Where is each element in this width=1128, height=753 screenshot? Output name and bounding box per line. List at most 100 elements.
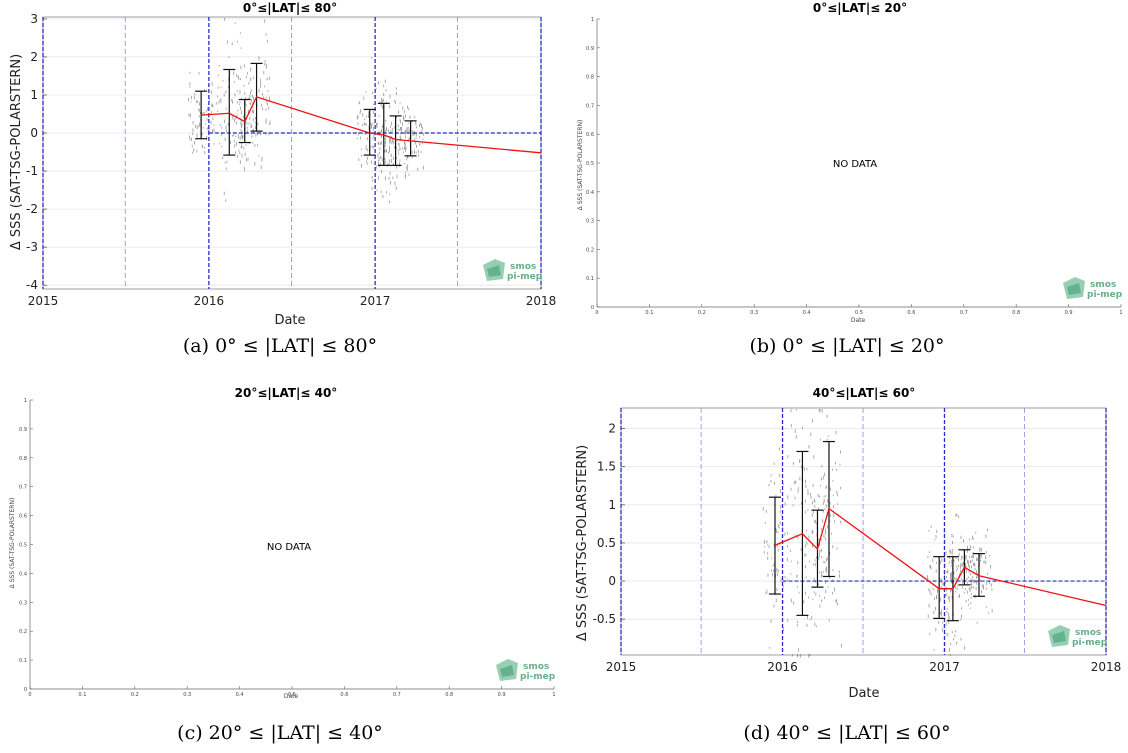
x-tick-label: 0.4 [236, 692, 244, 698]
x-tick-label: 2018 [1091, 660, 1122, 674]
y-tick-label: 0.7 [19, 485, 27, 491]
y-tick-label: 0.4 [586, 190, 594, 196]
x-tick-label: 2015 [28, 294, 59, 308]
logo-text-pimep: pi-mep [520, 672, 556, 682]
scatter-points [188, 18, 424, 204]
x-tick-label: 0.3 [183, 692, 191, 698]
y-tick-label: 2 [30, 50, 38, 64]
y-tick-label: 0 [24, 687, 27, 693]
x-tick-label: 0.8 [445, 692, 453, 698]
y-tick-label: 1.5 [597, 460, 616, 474]
x-tick-label: 0 [595, 310, 598, 316]
x-tick-label: 2017 [929, 660, 960, 674]
y-tick-label: 0 [591, 305, 594, 311]
caption-a: (a) 0° ≤ |LAT| ≤ 80° [182, 335, 378, 357]
error-bar [363, 108, 376, 156]
x-tick-label: 2018 [526, 294, 557, 308]
x-tick-label: 0.2 [698, 310, 706, 316]
logo-text-pimep: pi-mep [507, 272, 543, 282]
y-tick-label: -4 [26, 278, 38, 292]
y-tick-label: 0.5 [19, 543, 27, 549]
x-tick-label: 0.3 [750, 310, 758, 316]
chart-title: 0°≤|LAT|≤ 20° [813, 1, 907, 15]
chart-a: 0°≤|LAT|≤ 80° 2015 2016 2017 2018 -4 -3 -2 -1 0 1… [9, 1, 557, 328]
logo-text-smos: smos [523, 662, 549, 672]
y-tick-label: 0.9 [586, 46, 594, 52]
x-tick-label: 0.6 [340, 692, 348, 698]
caption-b: (b) 0° ≤ |LAT| ≤ 20° [749, 335, 945, 357]
y-tick-label: 0.9 [19, 427, 27, 433]
error-bar [768, 496, 781, 595]
logo-text-smos: smos [510, 262, 536, 272]
y-tick-label: 1 [24, 398, 27, 404]
y-tick-label: -1 [26, 164, 38, 178]
y-axis-label: Δ SSS (SAT-TSG-POLARSTERN) [575, 445, 590, 641]
x-tick-label: 0.2 [131, 692, 139, 698]
y-tick-label: 1 [608, 498, 616, 512]
x-tick-label: 0.1 [645, 310, 653, 316]
y-tick-label: 0.5 [597, 536, 616, 550]
y-tick-label: -2 [26, 202, 38, 216]
chart-title: 20°≤|LAT|≤ 40° [235, 386, 338, 400]
y-axis-label: Δ SSS (SAT-TSG-POLARSTERN) [9, 54, 24, 250]
y-tick-label: 0.3 [586, 219, 594, 225]
x-tick-label: 0.7 [393, 692, 401, 698]
x-tick-label: 1 [552, 692, 555, 698]
y-axis-label: Δ SSS (SAT-TSG-POLARSTERN) [9, 498, 16, 589]
error-bar [404, 120, 417, 157]
error-bar [223, 68, 236, 156]
x-tick-label: 0.7 [960, 310, 968, 316]
y-tick-label: 0.1 [19, 658, 27, 664]
chart-title: 0°≤|LAT|≤ 80° [243, 1, 337, 15]
logo-text-pimep: pi-mep [1072, 638, 1108, 648]
x-tick-label: 2016 [767, 660, 798, 674]
chart-title: 40°≤|LAT|≤ 60° [813, 386, 916, 400]
x-tick-label: 0.9 [1065, 310, 1073, 316]
y-tick-label: 0.3 [19, 600, 27, 606]
y-tick-label: 0.4 [19, 571, 27, 577]
x-tick-label: 0.1 [78, 692, 86, 698]
no-data-label: NO DATA [833, 159, 877, 170]
y-tick-label: 0.2 [586, 247, 594, 253]
caption-d: (d) 40° ≤ |LAT| ≤ 60° [743, 722, 951, 744]
x-axis-label: Date [284, 693, 299, 700]
x-tick-label: 0.5 [855, 310, 863, 316]
y-tick-label: 0.7 [586, 103, 594, 109]
y-tick-label: 0 [30, 126, 38, 140]
x-tick-label: 0.4 [803, 310, 811, 316]
y-tick-label: 0.8 [586, 75, 594, 81]
error-bar [933, 556, 946, 620]
error-bar [389, 115, 402, 166]
x-tick-label: 0.6 [907, 310, 915, 316]
y-tick-label: 0.8 [19, 456, 27, 462]
error-bar [972, 553, 985, 597]
y-tick-label: 0 [608, 574, 616, 588]
x-tick-label: 0.9 [498, 692, 506, 698]
y-tick-label: 1 [591, 17, 594, 23]
logo-text-smos: smos [1090, 280, 1116, 290]
logo-text-pimep: pi-mep [1087, 290, 1123, 300]
logo-text-smos: smos [1075, 628, 1101, 638]
x-tick-label: 0 [28, 692, 31, 698]
y-tick-label: 3 [30, 12, 38, 26]
y-tick-label: 0.1 [586, 276, 594, 282]
x-axis-label: Date [848, 686, 879, 701]
y-tick-label: -0.5 [593, 612, 616, 626]
y-tick-label: -3 [26, 240, 38, 254]
y-tick-label: 2 [608, 422, 616, 436]
series-line [774, 507, 1107, 607]
no-data-label: NO DATA [267, 542, 311, 553]
plot-area [620, 407, 1107, 656]
y-tick-label: 0.2 [19, 629, 27, 635]
y-tick-label: 1 [30, 88, 38, 102]
chart-b: 0°≤|LAT|≤ 20° 0 0.1 0.2 0.3 0.4 0.5 0.6 0.7 0.8 0… [577, 1, 1123, 324]
x-tick-label: 0.8 [1012, 310, 1020, 316]
chart-d: 40°≤|LAT|≤ 60° 2015 2016 2017 2018 -0.5 0 0.5 1… [575, 386, 1122, 701]
plot-area [42, 16, 542, 290]
y-tick-label: 0.6 [586, 132, 594, 138]
x-tick-label: 2016 [194, 294, 225, 308]
